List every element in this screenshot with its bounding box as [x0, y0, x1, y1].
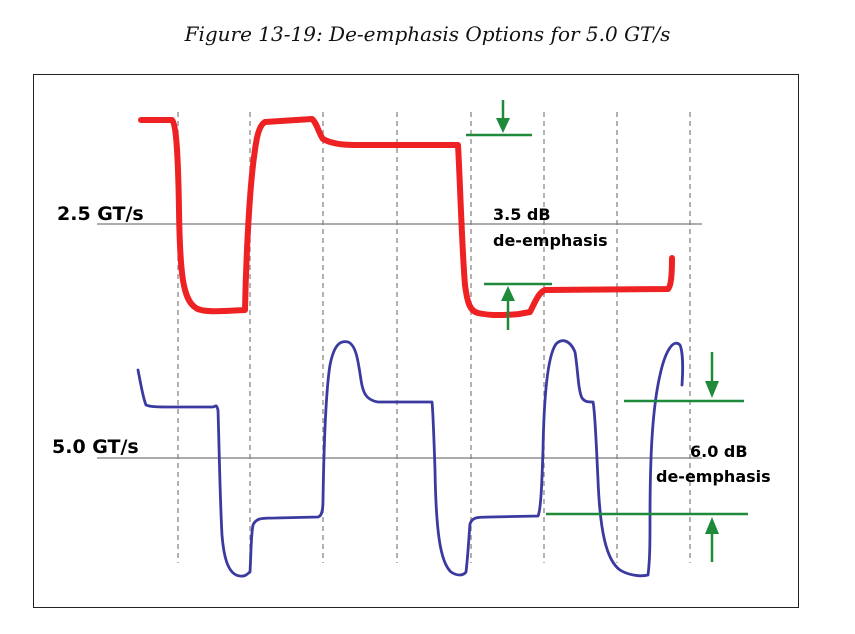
- diagram-frame: [33, 74, 799, 608]
- deemphasis-markers-5-0: [546, 352, 748, 562]
- rate-label-2-5: 2.5 GT/s: [57, 203, 144, 225]
- figure-caption: Figure 13-19: De-emphasis Options for 5.…: [184, 22, 671, 46]
- waveform-5-0gts: [136, 339, 684, 578]
- deemphasis-word-2-5: de-emphasis: [493, 231, 608, 250]
- deemphasis-value-2-5: 3.5 dB: [493, 205, 551, 224]
- deemphasis-word-5-0: de-emphasis: [656, 467, 771, 486]
- deemphasis-value-5-0: 6.0 dB: [690, 442, 748, 461]
- deemphasis-markers-2-5: [466, 100, 552, 330]
- rate-label-5-0: 5.0 GT/s: [52, 436, 139, 458]
- waveform-2-5gts: [138, 116, 675, 318]
- bit-boundary-gridlines: [177, 112, 691, 563]
